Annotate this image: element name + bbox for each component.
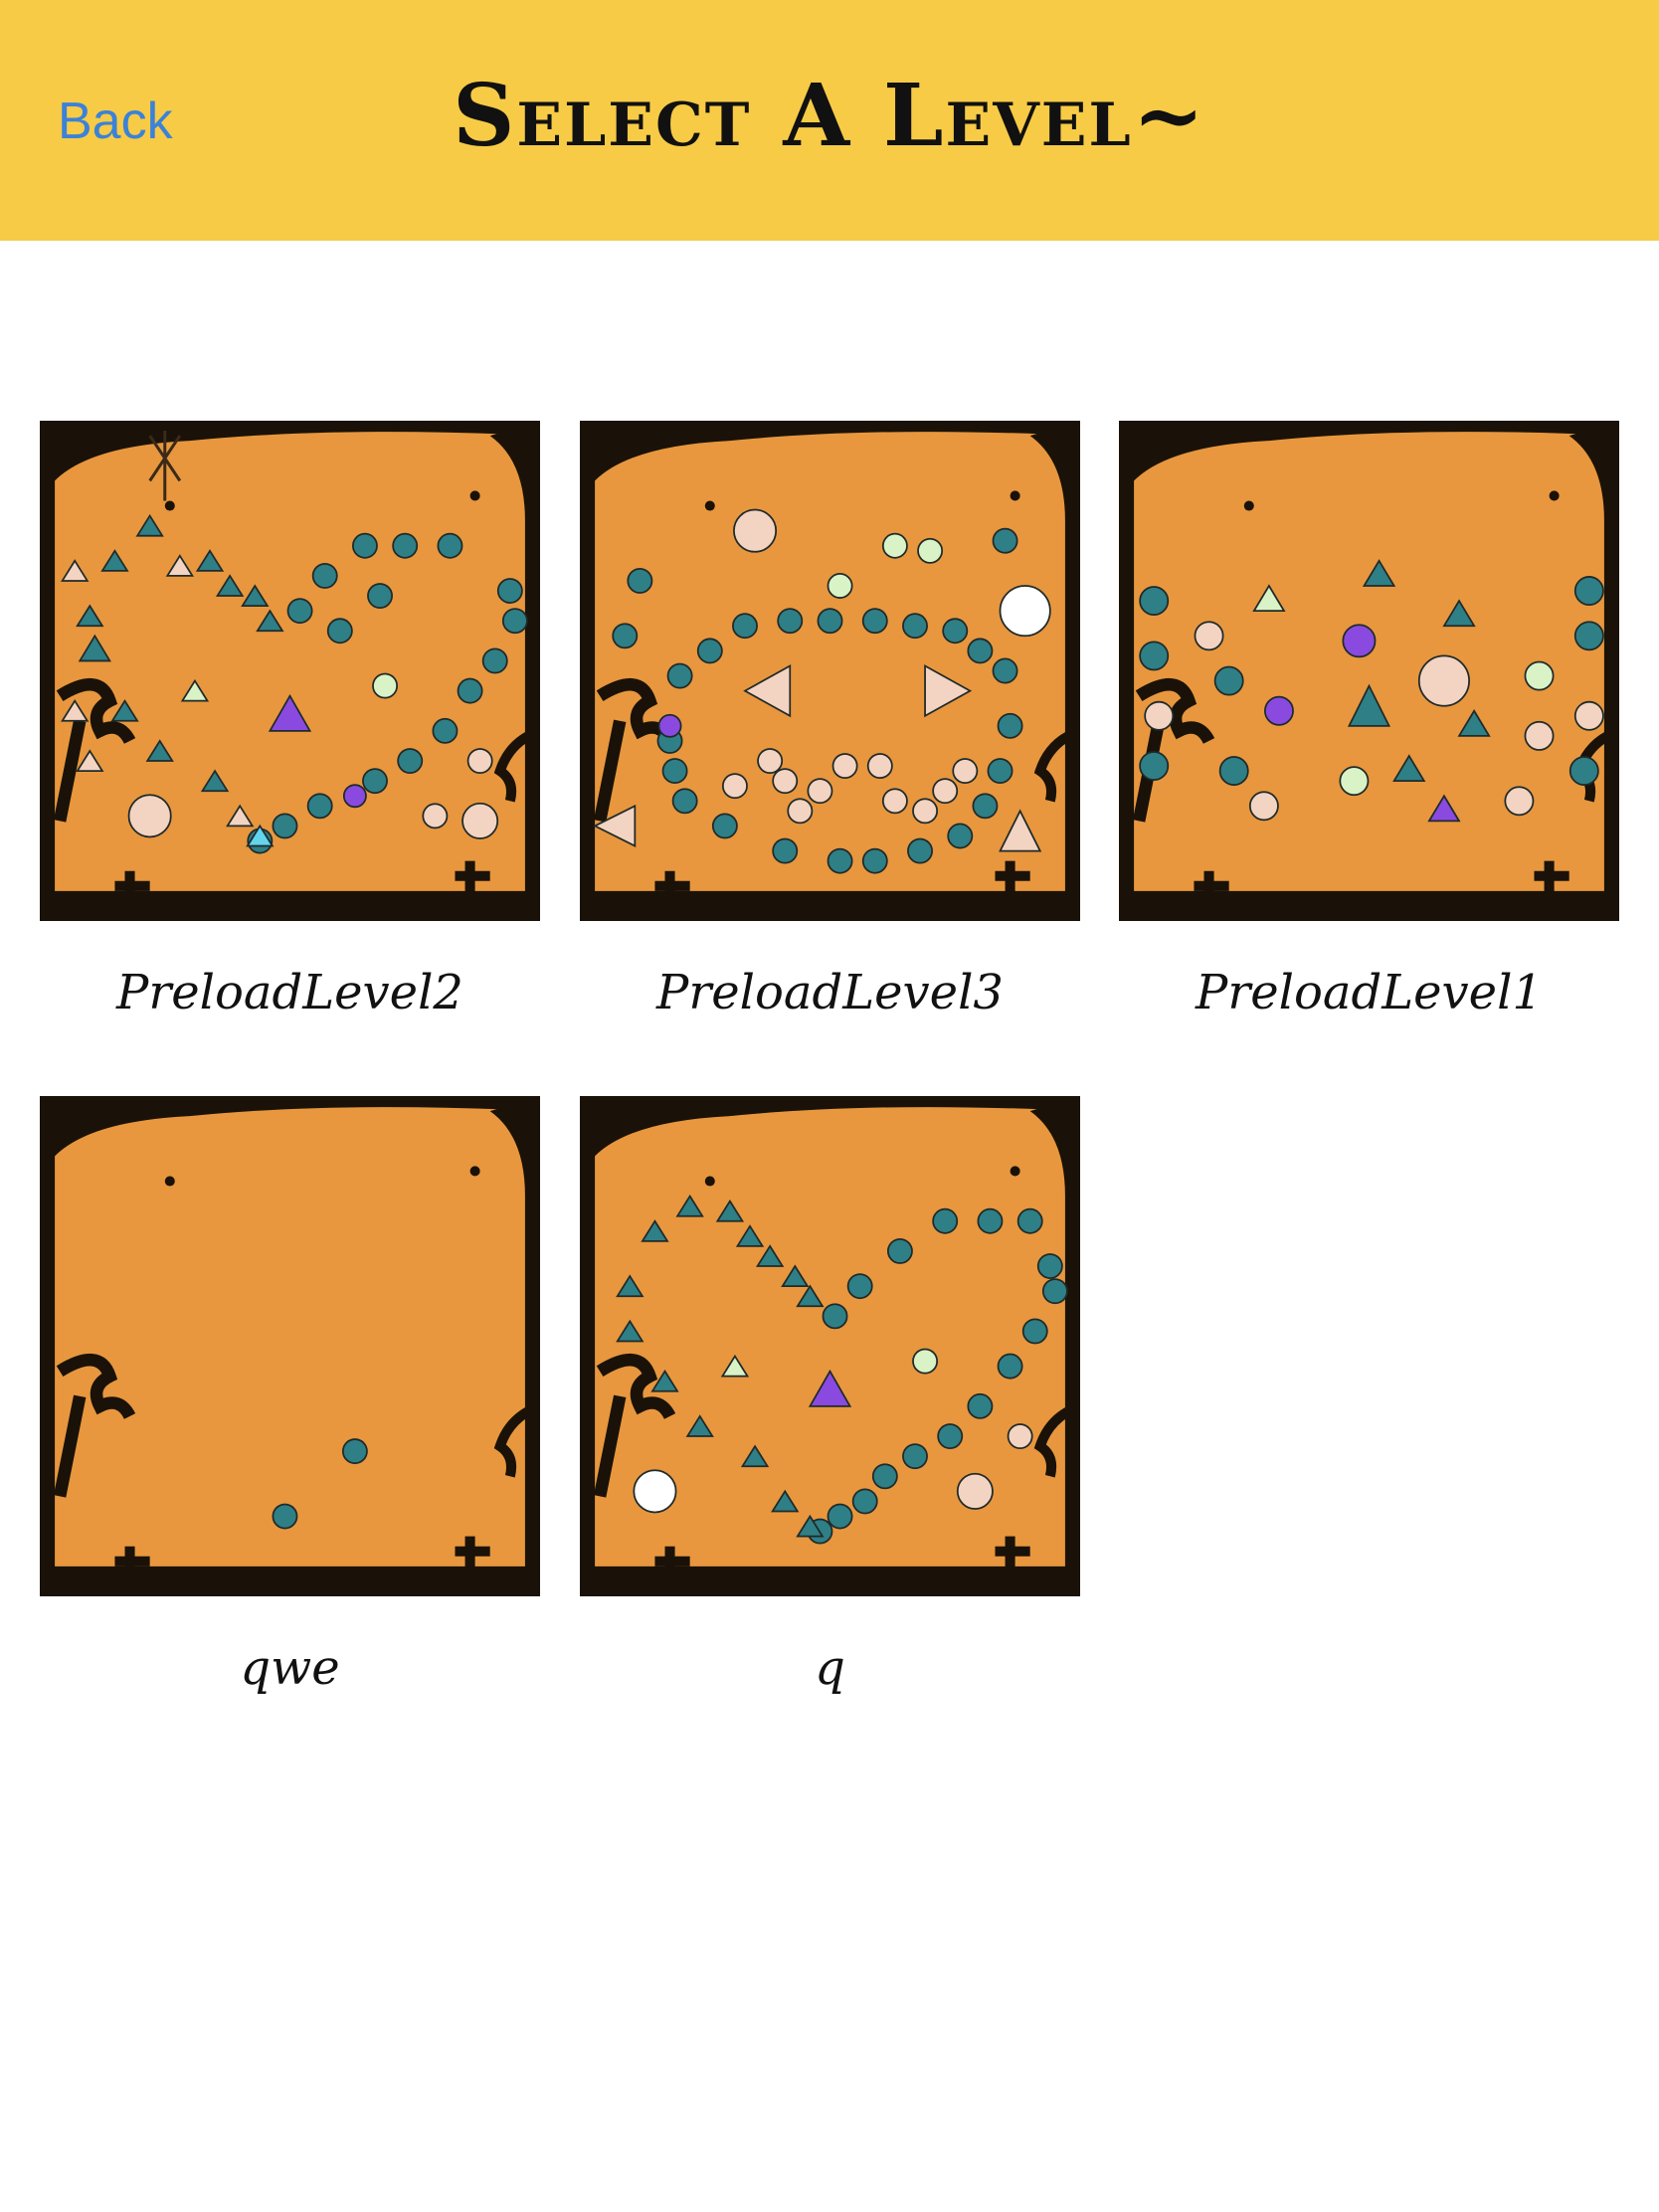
level-cell[interactable]: PreloadLevel1 (1119, 421, 1619, 1020)
level-thumbnail[interactable] (580, 1096, 1080, 1596)
level-name: PreloadLevel2 (116, 965, 463, 1020)
navigation-bar: Back Select A Level~ (0, 0, 1659, 241)
level-cell[interactable]: PreloadLevel3 (580, 421, 1080, 1020)
level-thumbnail[interactable] (40, 421, 540, 921)
level-cell[interactable]: PreloadLevel2 (40, 421, 540, 1020)
level-pegs (272, 1438, 368, 1530)
level-pegs (616, 1194, 1068, 1545)
level-name: q (815, 1640, 845, 1696)
page-title: Select A Level~ (453, 66, 1206, 166)
level-thumbnail[interactable] (40, 1096, 540, 1596)
level-thumbnail[interactable] (580, 421, 1080, 921)
level-thumbnail[interactable] (1119, 421, 1619, 921)
level-pegs (593, 508, 1051, 874)
level-pegs (1139, 559, 1604, 823)
level-pegs (61, 513, 528, 854)
level-cell[interactable]: q (580, 1096, 1080, 1696)
level-name: PreloadLevel3 (656, 965, 1004, 1020)
level-name: PreloadLevel1 (1196, 965, 1543, 1020)
back-button[interactable]: Back (58, 92, 173, 150)
level-background (40, 421, 540, 921)
level-cell[interactable]: qwe (40, 1096, 540, 1696)
level-name: qwe (240, 1640, 340, 1696)
